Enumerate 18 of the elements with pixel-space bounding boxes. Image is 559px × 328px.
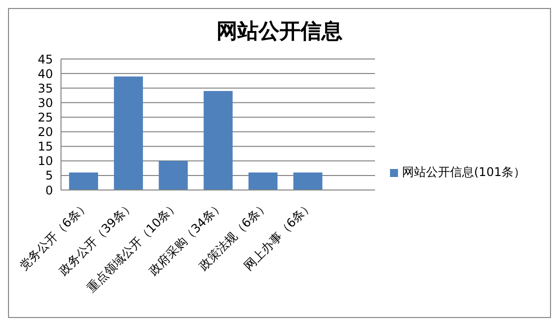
y-tick-label: 30	[38, 96, 53, 110]
bar	[248, 172, 278, 190]
y-tick-label: 0	[45, 183, 53, 198]
y-tick-label: 40	[38, 66, 53, 81]
bar	[158, 160, 188, 190]
legend-label: 网站公开信息(101条）	[402, 165, 526, 179]
y-tick-label: 10	[38, 154, 53, 168]
y-tick-label: 5	[45, 168, 53, 183]
bar	[114, 76, 143, 190]
y-tick-label: 35	[38, 81, 53, 96]
y-tick-label: 25	[38, 110, 53, 124]
bar	[293, 172, 322, 190]
bar	[69, 172, 98, 190]
y-tick-label: 15	[38, 140, 53, 154]
y-tick-label: 20	[38, 125, 53, 140]
chart-title: 网站公开信息	[216, 17, 344, 45]
bar	[204, 91, 233, 190]
y-tick-label: 45	[38, 52, 53, 66]
